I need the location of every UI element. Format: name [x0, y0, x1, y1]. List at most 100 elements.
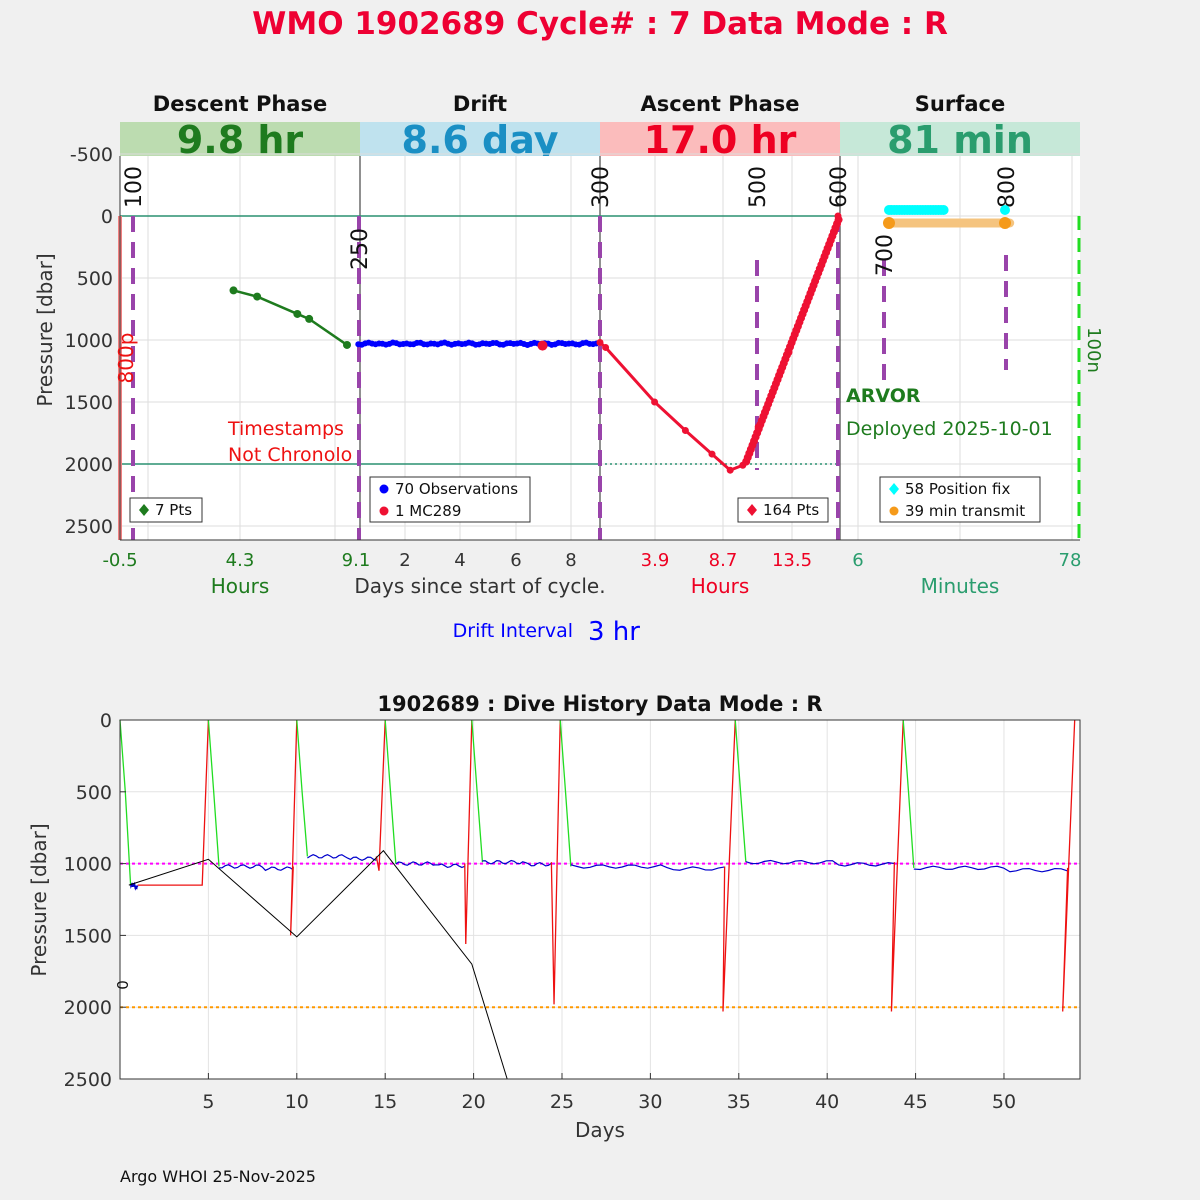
history-ascent — [1062, 719, 1076, 1012]
legend-label: 7 Pts — [155, 501, 192, 519]
history-xtick-label: 10 — [285, 1091, 309, 1113]
warning-line-1: Timestamps — [227, 418, 344, 440]
history-ascent — [722, 719, 736, 1012]
cycle-xtick-label: 9.1 — [342, 550, 371, 571]
history-ytick-label: 0 — [100, 710, 112, 732]
history-ascent — [464, 719, 473, 945]
history-xlabel: Days — [575, 1118, 625, 1142]
warning-line-2: Not Chronolo — [228, 444, 352, 466]
history-side-label: 0 — [114, 980, 132, 990]
phase-duration-band — [840, 122, 1080, 156]
legend-label: 1 MC289 — [395, 502, 461, 520]
cycle-xtick-label: 13.5 — [772, 550, 812, 571]
surface-position-fix — [938, 205, 949, 215]
history-descent — [471, 719, 484, 863]
history-drift — [218, 864, 294, 872]
cycle-yaxis: -500 0 500 1000 1500 2000 2500 — [65, 144, 113, 538]
history-plot-area — [120, 720, 1080, 1079]
history-title: 1902689 : Dive History Data Mode : R — [377, 692, 822, 716]
cycle-xlabel: Hours — [211, 574, 270, 598]
history-ascent — [890, 719, 904, 1012]
float-type: ARVOR — [846, 385, 921, 407]
history-descent — [296, 719, 309, 857]
history-xtick-label: 30 — [638, 1091, 662, 1113]
cycle-xtick-label: 6 — [510, 550, 521, 571]
cycle-xtick-label: 2 — [399, 550, 410, 571]
phase-duration: 9.8 hr — [177, 118, 304, 162]
phase-event-label: 700 — [873, 234, 898, 276]
ascent-point — [596, 338, 604, 346]
history-ytick-label: 2500 — [64, 1069, 112, 1091]
legend-box — [737, 497, 829, 523]
ascent-point — [834, 215, 843, 224]
history-descent — [559, 719, 572, 867]
history-xtick-label: 35 — [727, 1091, 751, 1113]
surface-position-fix — [1000, 205, 1010, 215]
history-ascent — [375, 719, 386, 871]
phase-duration-band — [600, 122, 840, 156]
phase-title: Descent Phase — [153, 92, 327, 116]
history-ytick-label: 500 — [76, 782, 112, 804]
cycle-xtick-label: 8.7 — [709, 550, 738, 571]
ascent-point — [602, 343, 610, 351]
legend-box — [879, 476, 1041, 523]
cycle-ytick-label: 1500 — [65, 392, 113, 414]
cycle-series — [229, 205, 1015, 474]
cycle-markers: 100 250 300 500 600 700 800 — [122, 166, 1020, 540]
history-position-track — [128, 849, 508, 1080]
phase-duration-band — [120, 122, 360, 156]
cycle-ytick-label: 2000 — [65, 454, 113, 476]
history-descent — [384, 719, 397, 864]
drift-mc289-point — [537, 340, 548, 351]
legend-label: 58 Position fix — [905, 480, 1010, 498]
history-drift — [482, 859, 552, 867]
history-ytick-label: 2000 — [64, 997, 112, 1019]
cycle-ylabel: Pressure [dbar] — [33, 253, 57, 406]
phase-title: Surface — [915, 92, 1005, 116]
phase-title: Ascent Phase — [641, 92, 800, 116]
phase-event-label: 250 — [348, 228, 373, 270]
legend-marker — [747, 504, 757, 516]
ascent-point — [726, 466, 734, 474]
phase-event-label: 100 — [122, 166, 147, 208]
cycle-xtick-label: -0.5 — [102, 550, 137, 571]
footer-credit: Argo WHOI 25-Nov-2025 — [120, 1167, 316, 1186]
legend-label: 70 Observations — [395, 480, 518, 498]
cycle-xtick-label: 8 — [565, 550, 576, 571]
cycle-xtick-label: 4 — [454, 550, 465, 571]
cycle-xlabel: Days since start of cycle. — [354, 574, 605, 598]
descent-point — [253, 292, 262, 301]
surface-transmit-end — [999, 217, 1011, 229]
ascent-point — [681, 427, 689, 435]
phase-duration: 17.0 hr — [644, 118, 797, 162]
phase-duration-band — [360, 122, 600, 156]
history-xtick-label: 20 — [461, 1091, 485, 1113]
phase-duration: 8.6 day — [402, 118, 559, 162]
cycle-xtick-label: 4.3 — [226, 550, 255, 571]
cycle-legends: 7 Pts 70 Observations 1 MC289 164 Pts 58 Pos… — [129, 476, 1041, 523]
history-ascent — [137, 719, 210, 886]
cycle-xaxes: -0.5 4.3 9.1 Hours 2 4 6 8 Days since start of c… — [102, 550, 1081, 598]
history-ytick-label: 1000 — [64, 854, 112, 876]
deployed-date: Deployed 2025-10-01 — [846, 418, 1053, 440]
side-label-right: 100n — [1083, 327, 1104, 373]
cycle-ytick-label: -500 — [70, 144, 113, 166]
history-drift — [307, 854, 377, 861]
cycle-xtick-label: 3.9 — [641, 550, 670, 571]
history-descent — [734, 719, 747, 863]
history-xtick-label: 40 — [815, 1091, 839, 1113]
history-drift — [745, 859, 895, 867]
descent-point — [305, 314, 314, 323]
history-drift — [130, 881, 139, 891]
legend-marker — [889, 483, 899, 495]
legend-marker — [379, 506, 389, 516]
cycle-ytick-label: 2500 — [65, 516, 113, 538]
cycle-ytick-label: 0 — [101, 206, 113, 228]
history-ascent — [550, 719, 561, 1005]
legend-marker — [379, 484, 389, 494]
cycle-xtick-label: 6 — [852, 550, 863, 571]
side-label-left: 800p — [114, 333, 138, 384]
history-ytick-label: 1500 — [64, 925, 112, 947]
history-xtick-label: 25 — [550, 1091, 574, 1113]
